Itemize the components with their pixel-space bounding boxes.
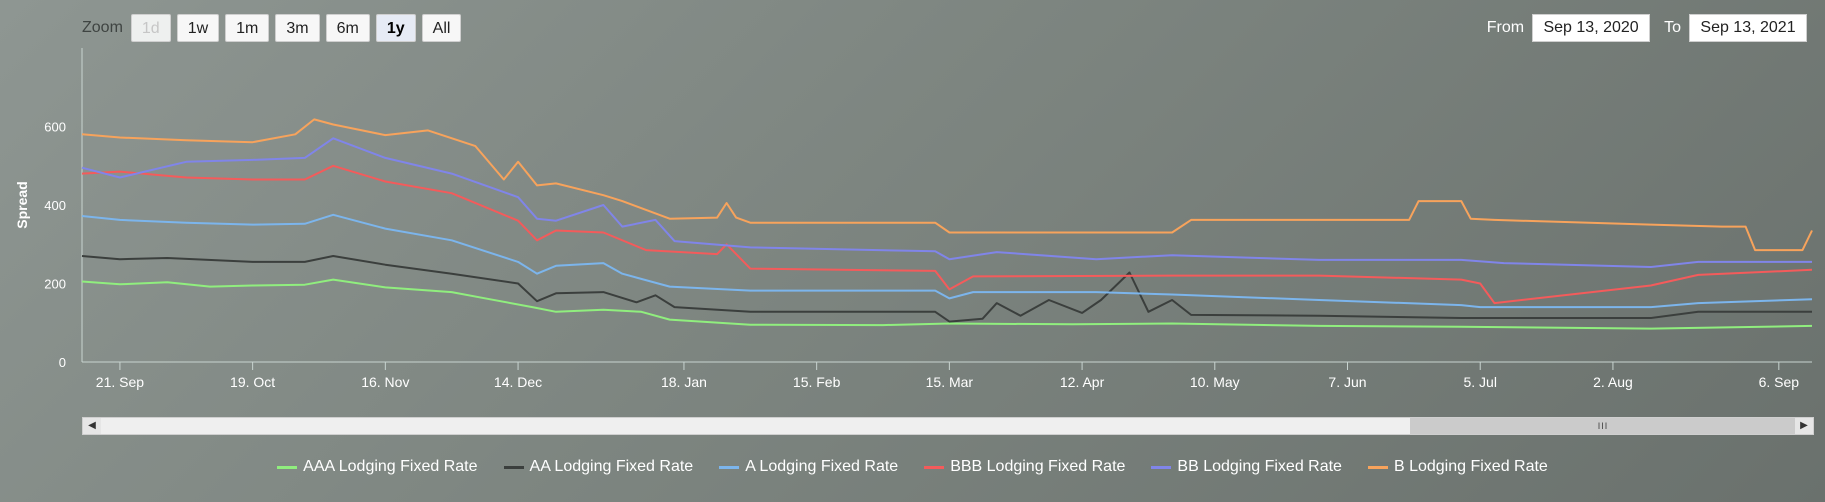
y-axis-title: Spread [14, 181, 30, 228]
x-tick-label: 18. Jan [661, 374, 707, 390]
legend-item-2[interactable]: A Lodging Fixed Rate [719, 458, 898, 476]
zoom-all-button[interactable]: All [421, 14, 462, 42]
legend-label-1: AA Lodging Fixed Rate [529, 458, 694, 475]
zoom-1y-button[interactable]: 1y [375, 14, 416, 42]
to-label: To [1664, 19, 1681, 36]
legend-swatch-0 [277, 465, 298, 469]
from-label: From [1486, 19, 1525, 36]
y-tick-label: 200 [44, 277, 66, 292]
scroll-left-arrow-icon[interactable]: ◀ [83, 418, 101, 434]
series-line-1 [81, 255, 1812, 323]
legend-label-4: BB Lodging Fixed Rate [1177, 458, 1342, 475]
x-tick-label: 21. Sep [96, 374, 144, 390]
line-chart: 0 200 400 600 Spread 21. Sep 19. Oct 16. Nov 14.… [14, 48, 1813, 390]
legend-swatch-1 [503, 465, 524, 469]
y-tick-label: 400 [44, 198, 66, 213]
x-tick-label: 5. Jul [1463, 374, 1496, 390]
x-tick-label: 10. May [1190, 374, 1240, 390]
legend-label-2: A Lodging Fixed Rate [745, 458, 899, 475]
legend-item-4[interactable]: BB Lodging Fixed Rate [1151, 458, 1342, 476]
legend-item-1[interactable]: AA Lodging Fixed Rate [503, 458, 694, 476]
series-line-3 [81, 164, 1813, 305]
x-tick-label: 7. Jun [1328, 374, 1366, 390]
y-tick-label: 0 [59, 355, 66, 370]
legend-label-3: BBB Lodging Fixed Rate [950, 458, 1126, 475]
legend-item-0[interactable]: AAA Lodging Fixed Rate [277, 458, 478, 476]
date-range: From To [1473, 13, 1807, 43]
legend-label-0: AAA Lodging Fixed Rate [303, 458, 478, 475]
series-line-4 [81, 137, 1812, 268]
legend-label-5: B Lodging Fixed Rate [1393, 458, 1548, 475]
navigator-scrollbar-thumb[interactable]: III [1410, 418, 1796, 434]
series-line-0 [81, 278, 1813, 330]
x-tick-label: 15. Mar [926, 374, 974, 390]
legend-swatch-5 [1367, 465, 1388, 469]
y-tick-label: 600 [44, 120, 66, 135]
x-tick-label: 14. Dec [494, 374, 542, 390]
zoom-bar: Zoom 1d 1w 1m 3m 6m 1y All [82, 13, 467, 43]
x-tick-label: 16. Nov [361, 374, 409, 390]
legend-item-5[interactable]: B Lodging Fixed Rate [1367, 458, 1548, 476]
zoom-6m-button[interactable]: 6m [325, 14, 370, 42]
series-line-5 [81, 118, 1813, 252]
navigator-scrollbar[interactable]: ◀ III ▶ [82, 417, 1814, 435]
zoom-label: Zoom [82, 19, 123, 36]
x-tick-label: 12. Apr [1060, 374, 1105, 390]
legend-swatch-2 [719, 465, 740, 469]
legend-item-3[interactable]: BBB Lodging Fixed Rate [924, 458, 1125, 476]
legend-swatch-4 [1151, 465, 1172, 469]
zoom-1d-button[interactable]: 1d [130, 14, 171, 42]
from-date-input[interactable] [1532, 14, 1651, 42]
zoom-3m-button[interactable]: 3m [275, 14, 320, 42]
series-line-2 [81, 213, 1813, 309]
to-date-input[interactable] [1689, 14, 1807, 42]
zoom-1m-button[interactable]: 1m [225, 14, 270, 42]
scroll-right-arrow-icon[interactable]: ▶ [1795, 418, 1813, 434]
x-tick-label: 15. Feb [793, 374, 841, 390]
x-tick-label: 2. Aug [1593, 374, 1633, 390]
legend-swatch-3 [924, 465, 945, 469]
chart-legend: AAA Lodging Fixed Rate AA Lodging Fixed R… [0, 458, 1825, 476]
x-tick-label: 6. Sep [1759, 374, 1800, 390]
x-tick-label: 19. Oct [230, 374, 275, 390]
zoom-1w-button[interactable]: 1w [176, 14, 220, 42]
grip-icon: III [1597, 421, 1609, 431]
